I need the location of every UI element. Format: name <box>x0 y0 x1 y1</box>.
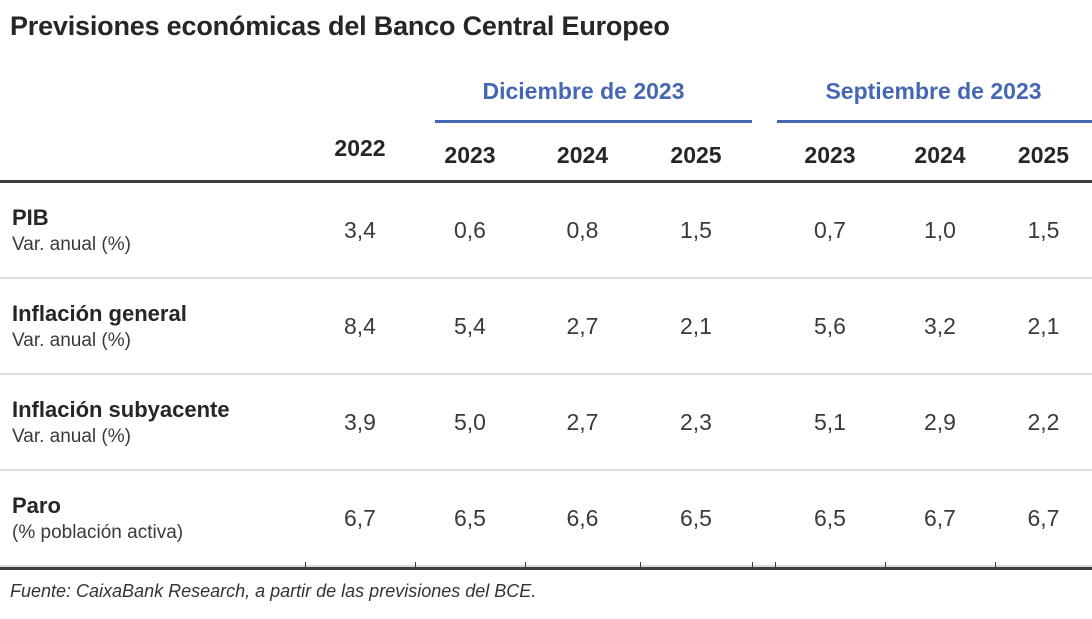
group-gutter <box>752 77 775 123</box>
row-unit: Var. anual (%) <box>12 233 131 255</box>
row-label-cell: Paro (% población activa) <box>0 471 305 565</box>
row-name: PIB <box>12 204 49 230</box>
value-sep-2025: 1,5 <box>1027 216 1060 243</box>
value-dec-2024: 6,6 <box>566 504 599 531</box>
value-dec-2023: 6,5 <box>454 504 486 531</box>
value-sep-2025: 6,7 <box>1027 504 1060 531</box>
row-unit: Var. anual (%) <box>12 425 131 447</box>
year-header-dec-2023: 2023 <box>444 141 496 168</box>
column-group-label: Septiembre de 2023 <box>825 78 1042 104</box>
column-tick <box>995 562 996 568</box>
value-dec-2024: 2,7 <box>566 408 599 435</box>
spacer-cell <box>0 77 415 123</box>
group-gutter <box>752 471 775 565</box>
row-label-cell: PIB Var. anual (%) <box>0 183 305 277</box>
year-header-dec-2024: 2024 <box>556 141 609 168</box>
column-tick <box>415 562 416 568</box>
value-dec-2024: 0,8 <box>566 216 599 243</box>
column-tick <box>640 562 641 568</box>
value-dec-2025: 2,3 <box>680 408 712 435</box>
row-name: Inflación general <box>12 300 187 326</box>
value-dec-2025: 2,1 <box>680 312 712 339</box>
table-row-inflacion-general: Inflación general Var. anual (%) 8,4 5,4… <box>0 279 1092 375</box>
spacer-cell <box>0 133 305 177</box>
value-2022: 6,7 <box>344 504 376 531</box>
value-sep-2023: 6,5 <box>814 504 846 531</box>
group-underline <box>435 120 752 123</box>
group-gutter <box>752 375 775 469</box>
year-header-row: 2022 2023 2024 2025 2023 2024 2025 <box>0 133 1092 177</box>
year-header-sep-2023: 2023 <box>804 141 856 168</box>
group-underline <box>777 120 1092 123</box>
value-2022: 3,9 <box>344 408 376 435</box>
column-group-diciembre: Diciembre de 2023 <box>415 77 752 123</box>
table-bottom-rule <box>0 562 1092 570</box>
table-row-paro: Paro (% población activa) 6,7 6,5 6,6 6,… <box>0 471 1092 567</box>
year-header-sep-2024: 2024 <box>914 141 966 168</box>
source-note: Fuente: CaixaBank Research, a partir de … <box>10 581 537 601</box>
year-header-dec-2025: 2025 <box>670 141 722 168</box>
row-unit: Var. anual (%) <box>12 329 131 351</box>
value-sep-2023: 0,7 <box>814 216 846 243</box>
table-row-inflacion-subyacente: Inflación subyacente Var. anual (%) 3,9 … <box>0 375 1092 471</box>
value-dec-2023: 5,0 <box>454 408 486 435</box>
row-label-cell: Inflación general Var. anual (%) <box>0 279 305 373</box>
value-sep-2024: 3,2 <box>924 312 956 339</box>
year-header-sep-2025: 2025 <box>1017 141 1070 168</box>
value-dec-2023: 5,4 <box>454 312 486 339</box>
value-dec-2025: 6,5 <box>680 504 712 531</box>
value-sep-2024: 6,7 <box>924 504 956 531</box>
year-header-2022: 2022 <box>334 134 386 161</box>
row-name: Paro <box>12 492 61 518</box>
value-sep-2023: 5,6 <box>814 312 846 339</box>
group-gutter <box>752 279 775 373</box>
column-tick <box>752 562 753 568</box>
row-unit: (% población activa) <box>12 521 184 543</box>
page-title: Previsiones económicas del Banco Central… <box>10 11 670 41</box>
row-label-cell: Inflación subyacente Var. anual (%) <box>0 375 305 469</box>
table-body: PIB Var. anual (%) 3,4 0,6 0,8 1,5 0,7 1… <box>0 180 1092 570</box>
value-sep-2025: 2,1 <box>1027 312 1060 339</box>
column-tick <box>885 562 886 568</box>
value-sep-2024: 2,9 <box>924 408 956 435</box>
group-gutter <box>752 183 775 277</box>
value-dec-2025: 1,5 <box>680 216 712 243</box>
value-sep-2024: 1,0 <box>924 216 956 243</box>
column-group-septiembre: Septiembre de 2023 <box>775 77 1092 123</box>
value-sep-2025: 2,2 <box>1027 408 1060 435</box>
column-tick <box>525 562 526 568</box>
row-name: Inflación subyacente <box>12 396 230 422</box>
column-group-header-row: Diciembre de 2023 Septiembre de 2023 <box>0 77 1092 123</box>
table-row-pib: PIB Var. anual (%) 3,4 0,6 0,8 1,5 0,7 1… <box>0 183 1092 279</box>
value-2022: 8,4 <box>344 312 376 339</box>
column-group-label: Diciembre de 2023 <box>482 78 685 104</box>
value-dec-2023: 0,6 <box>454 216 486 243</box>
group-gutter <box>752 133 775 177</box>
column-tick <box>305 562 306 568</box>
value-2022: 3,4 <box>344 216 376 243</box>
value-dec-2024: 2,7 <box>566 312 599 339</box>
column-tick <box>775 562 776 568</box>
value-sep-2023: 5,1 <box>814 408 846 435</box>
